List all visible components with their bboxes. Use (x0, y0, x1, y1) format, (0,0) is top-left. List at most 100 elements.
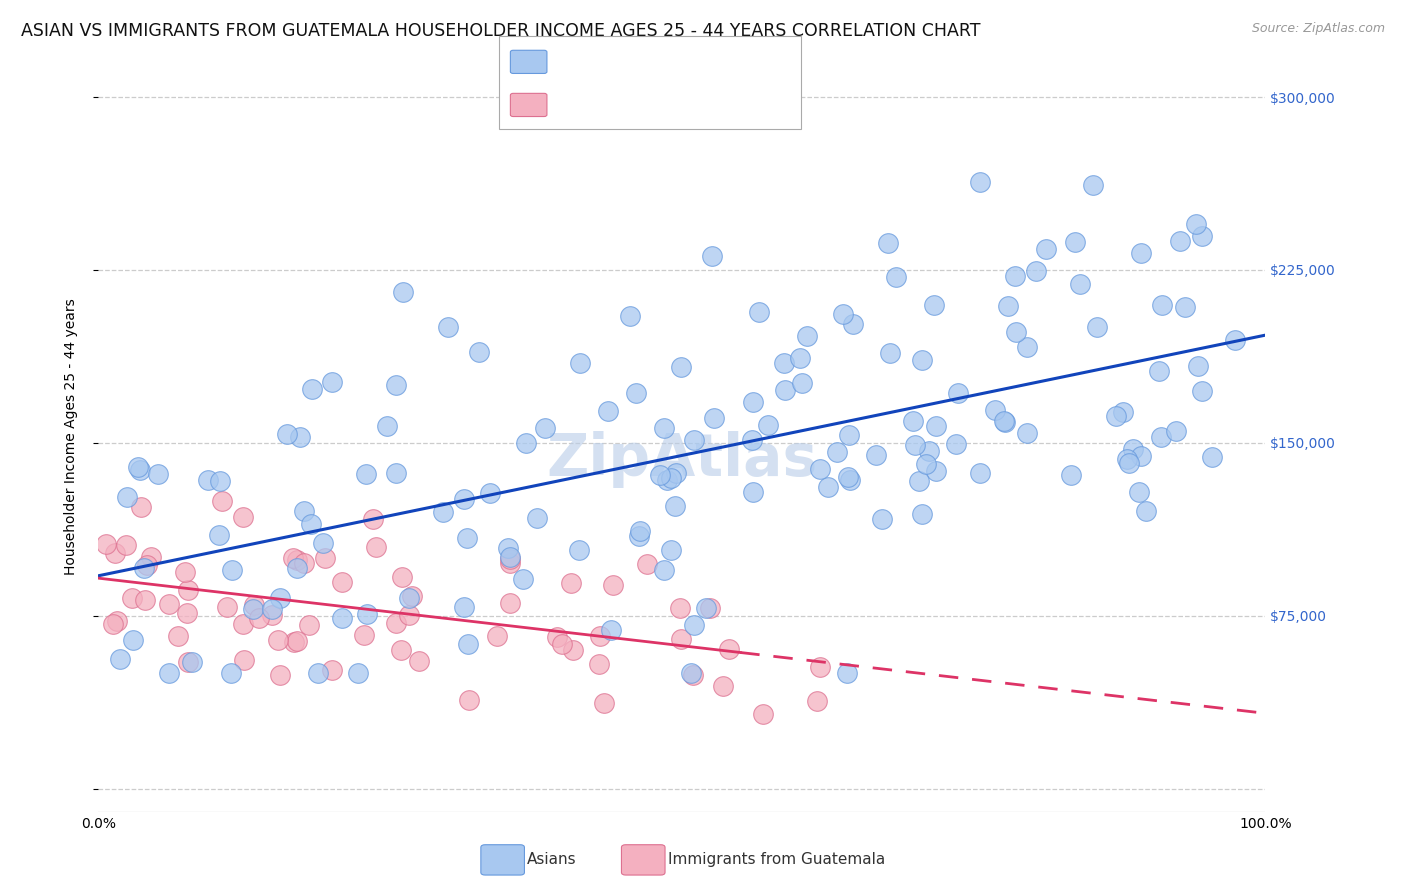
Point (946, 385, 969, 400)
Point (1025, 264, 1047, 278)
Point (865, 448, 887, 462)
Point (197, 473, 219, 487)
Point (391, 570, 413, 584)
Point (496, 541, 519, 556)
Point (1185, 217, 1208, 231)
Point (101, 617, 124, 632)
Point (837, 470, 859, 484)
Point (176, 607, 198, 621)
Point (602, 578, 624, 592)
Point (330, 610, 353, 624)
Point (1015, 341, 1038, 355)
Point (652, 563, 675, 577)
Point (551, 637, 574, 651)
Point (790, 376, 813, 391)
Point (806, 694, 828, 708)
Point (456, 531, 478, 545)
Point (526, 510, 548, 524)
Point (127, 459, 149, 474)
Point (659, 471, 682, 485)
Point (242, 599, 264, 613)
Point (879, 346, 901, 360)
Point (148, 467, 170, 482)
Point (453, 491, 475, 506)
Point (132, 561, 155, 575)
Point (945, 437, 967, 451)
Point (969, 176, 991, 190)
Point (703, 411, 725, 425)
Point (1168, 234, 1191, 248)
Point (838, 473, 860, 487)
Point (94, 537, 117, 551)
Point (969, 467, 991, 481)
Point (1064, 235, 1087, 249)
Point (907, 474, 929, 488)
Point (288, 430, 311, 444)
Point (260, 602, 283, 616)
Point (717, 641, 740, 656)
Point (141, 550, 163, 565)
Point (353, 628, 375, 642)
Point (174, 565, 197, 579)
Point (157, 666, 180, 681)
Point (652, 421, 675, 435)
Point (659, 542, 682, 557)
Point (157, 598, 180, 612)
Point (665, 467, 688, 481)
Point (924, 298, 946, 312)
Text: Immigrants from Guatemala: Immigrants from Guatemala (668, 853, 886, 867)
Point (301, 382, 323, 396)
Point (281, 550, 304, 565)
Point (292, 504, 315, 518)
Point (485, 629, 508, 643)
Point (918, 444, 941, 458)
Point (389, 643, 412, 657)
Point (209, 475, 232, 489)
Point (307, 666, 329, 681)
Point (911, 353, 934, 368)
Text: N =  67: N = 67 (686, 96, 749, 112)
Point (269, 591, 291, 606)
Point (208, 528, 231, 542)
Point (835, 666, 858, 681)
Point (546, 630, 568, 644)
Point (260, 607, 283, 622)
Point (247, 611, 270, 625)
Point (1150, 430, 1173, 444)
Point (568, 543, 591, 558)
Point (115, 538, 138, 552)
Point (1130, 449, 1153, 463)
Point (827, 445, 849, 459)
Point (232, 653, 254, 667)
Point (479, 485, 502, 500)
Point (515, 436, 537, 450)
Point (1191, 229, 1213, 244)
Text: Asians: Asians (527, 853, 576, 867)
Point (131, 500, 153, 515)
Point (105, 614, 128, 628)
Point (925, 464, 948, 478)
Point (453, 599, 475, 614)
Point (838, 427, 860, 442)
Text: R = 0.470: R = 0.470 (553, 54, 636, 69)
Point (683, 433, 706, 447)
Point (700, 249, 723, 263)
Point (533, 421, 555, 435)
Point (671, 632, 693, 647)
Point (384, 615, 406, 630)
Point (321, 663, 343, 677)
Point (285, 634, 308, 648)
Point (180, 655, 202, 669)
Text: ASIAN VS IMMIGRANTS FROM GUATEMALA HOUSEHOLDER INCOME AGES 25 - 44 YEARS CORRELA: ASIAN VS IMMIGRANTS FROM GUATEMALA HOUSE… (21, 22, 980, 40)
Point (219, 666, 242, 681)
Point (624, 386, 647, 401)
Point (211, 493, 233, 508)
Point (401, 589, 423, 603)
Point (467, 345, 489, 359)
Point (741, 433, 763, 447)
Point (377, 418, 399, 433)
Point (1152, 298, 1174, 312)
Point (773, 356, 796, 370)
Text: Source: ZipAtlas.com: Source: ZipAtlas.com (1251, 22, 1385, 36)
Point (1128, 485, 1150, 500)
